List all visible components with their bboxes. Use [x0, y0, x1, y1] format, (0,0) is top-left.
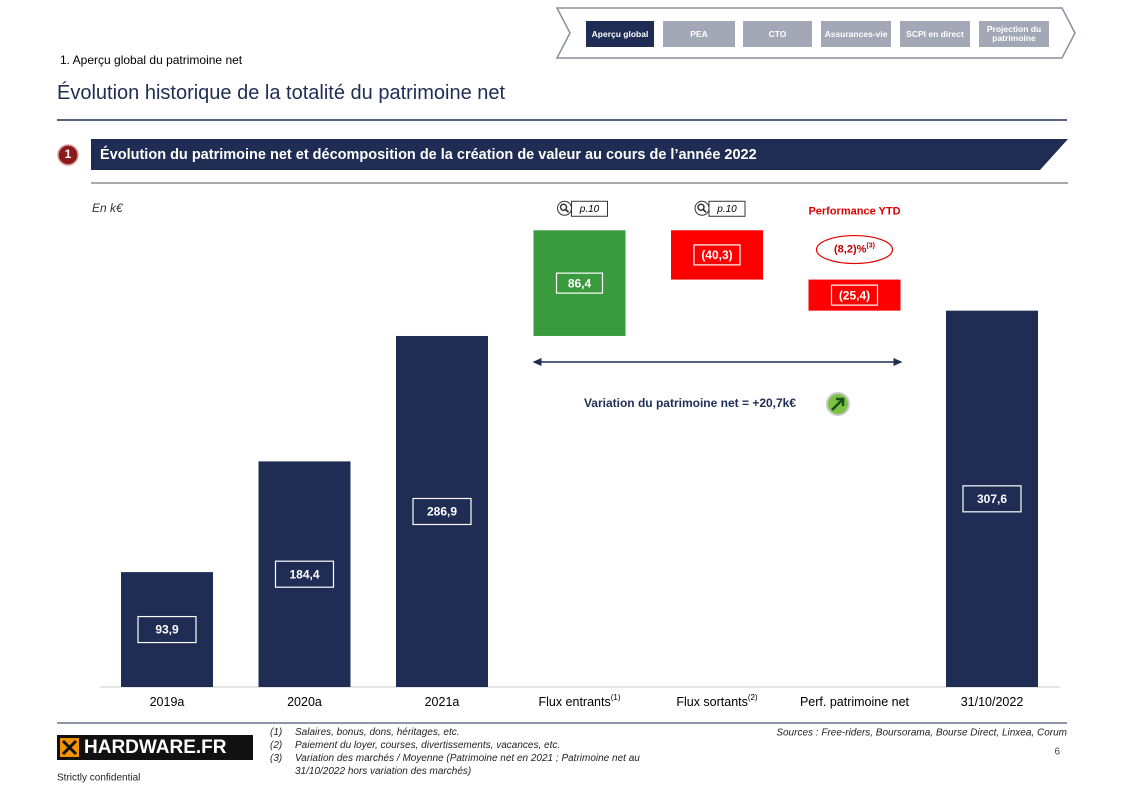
section-banner: [91, 139, 1068, 170]
footnote-text: Variation des marchés / Moyenne (Patrimo…: [295, 753, 640, 777]
footnote-number: (2): [270, 740, 283, 751]
value-label-box: [274, 560, 335, 588]
value-label: 307,6: [977, 492, 1007, 506]
category: Perf. patrimoine net: [800, 695, 910, 709]
performance-note: (3): [866, 242, 875, 249]
trend-arrow: [831, 397, 845, 411]
bar: [533, 230, 626, 336]
nav-tab[interactable]: PEA: [663, 21, 735, 47]
value-label-box: [693, 244, 741, 266]
performance-ellipse: [815, 234, 894, 265]
magnifier-handle: [702, 208, 707, 213]
footnote-number: (1): [270, 727, 283, 738]
x-tick-label: 2020a: [287, 695, 322, 709]
bar: [946, 310, 1038, 687]
value-label-box: [830, 284, 879, 306]
category: 2019a: [150, 695, 185, 709]
section-number: 1: [65, 147, 72, 161]
logo-box: [57, 735, 253, 760]
value-label-box: [137, 615, 197, 644]
category-note: (1): [611, 693, 621, 702]
value-label: 93,9: [155, 623, 179, 637]
value-label: 86,4: [568, 276, 592, 290]
nav-tab[interactable]: Projection du patrimoine: [979, 21, 1049, 47]
variation-label: Variation du patrimoine net = +20,7k€: [584, 396, 796, 410]
performance-value: (8,2)%(3): [834, 242, 875, 255]
page-ref: p.10: [716, 204, 737, 215]
value-label-box: [555, 272, 604, 294]
bar: [671, 230, 763, 280]
footnote-number: (3): [270, 753, 283, 764]
page-number: 6: [1054, 747, 1060, 758]
magnifier: [557, 200, 572, 216]
x-tick-label: Flux entrants(1): [538, 693, 620, 709]
performance-title: Performance YTD: [808, 205, 900, 217]
performance-value-text: (8,2)%: [834, 243, 867, 255]
value-label-box: [412, 497, 472, 526]
breadcrumb: 1. Aperçu global du patrimoine net: [60, 53, 243, 67]
category-note: (2): [748, 693, 758, 702]
bar: [258, 461, 351, 687]
arrow-head: [532, 358, 542, 366]
page-ref: p.10: [579, 204, 600, 215]
category: 2020a: [287, 695, 322, 709]
magnifier-handle: [564, 208, 570, 213]
x-tick-label: Flux sortants(2): [676, 693, 758, 709]
nav-tab[interactable]: Assurances-vie: [821, 21, 891, 47]
value-label: (40,3): [701, 248, 732, 262]
confidentiality: Strictly confidential: [57, 773, 140, 784]
section-title: Évolution du patrimoine net et décomposi…: [100, 146, 757, 163]
magnifier: [694, 200, 710, 216]
value-label-box: [962, 485, 1022, 513]
x-tick-label: 31/10/2022: [961, 695, 1024, 709]
footnote-text: Paiement du loyer, courses, divertisseme…: [295, 740, 561, 751]
nav-tab[interactable]: SCPI en direct: [900, 21, 970, 47]
category: 2021a: [425, 695, 460, 709]
page-title: Évolution historique de la totalité du p…: [57, 82, 506, 104]
magnifier-lens: [697, 203, 705, 212]
value-label: 286,9: [427, 505, 457, 519]
magnifier-lens: [559, 203, 568, 212]
category: Flux entrants: [538, 695, 610, 709]
footnote-text: Salaires, bonus, dons, héritages, etc.: [295, 727, 460, 738]
logo-text: HARDWARE.FR: [84, 737, 227, 758]
logo-icon-mark: [61, 739, 78, 756]
sources: Sources : Free-riders, Boursorama, Bours…: [776, 728, 1067, 739]
nav-tab[interactable]: CTO: [743, 21, 812, 47]
arrow-head: [893, 358, 903, 366]
x-tick-label: Perf. patrimoine net: [800, 695, 910, 709]
bar: [396, 335, 488, 687]
value-label: 184,4: [289, 567, 319, 581]
x-tick-label: 2019a: [150, 695, 185, 709]
value-label: (25,4): [839, 288, 870, 302]
x-tick-label: 2021a: [425, 695, 460, 709]
nav-tab[interactable]: Aperçu global: [586, 21, 654, 47]
category: 31/10/2022: [961, 695, 1024, 709]
unit-label: En k€: [92, 201, 124, 215]
bar: [121, 572, 213, 687]
section-badge: [57, 144, 79, 166]
category: Flux sortants: [676, 695, 748, 709]
